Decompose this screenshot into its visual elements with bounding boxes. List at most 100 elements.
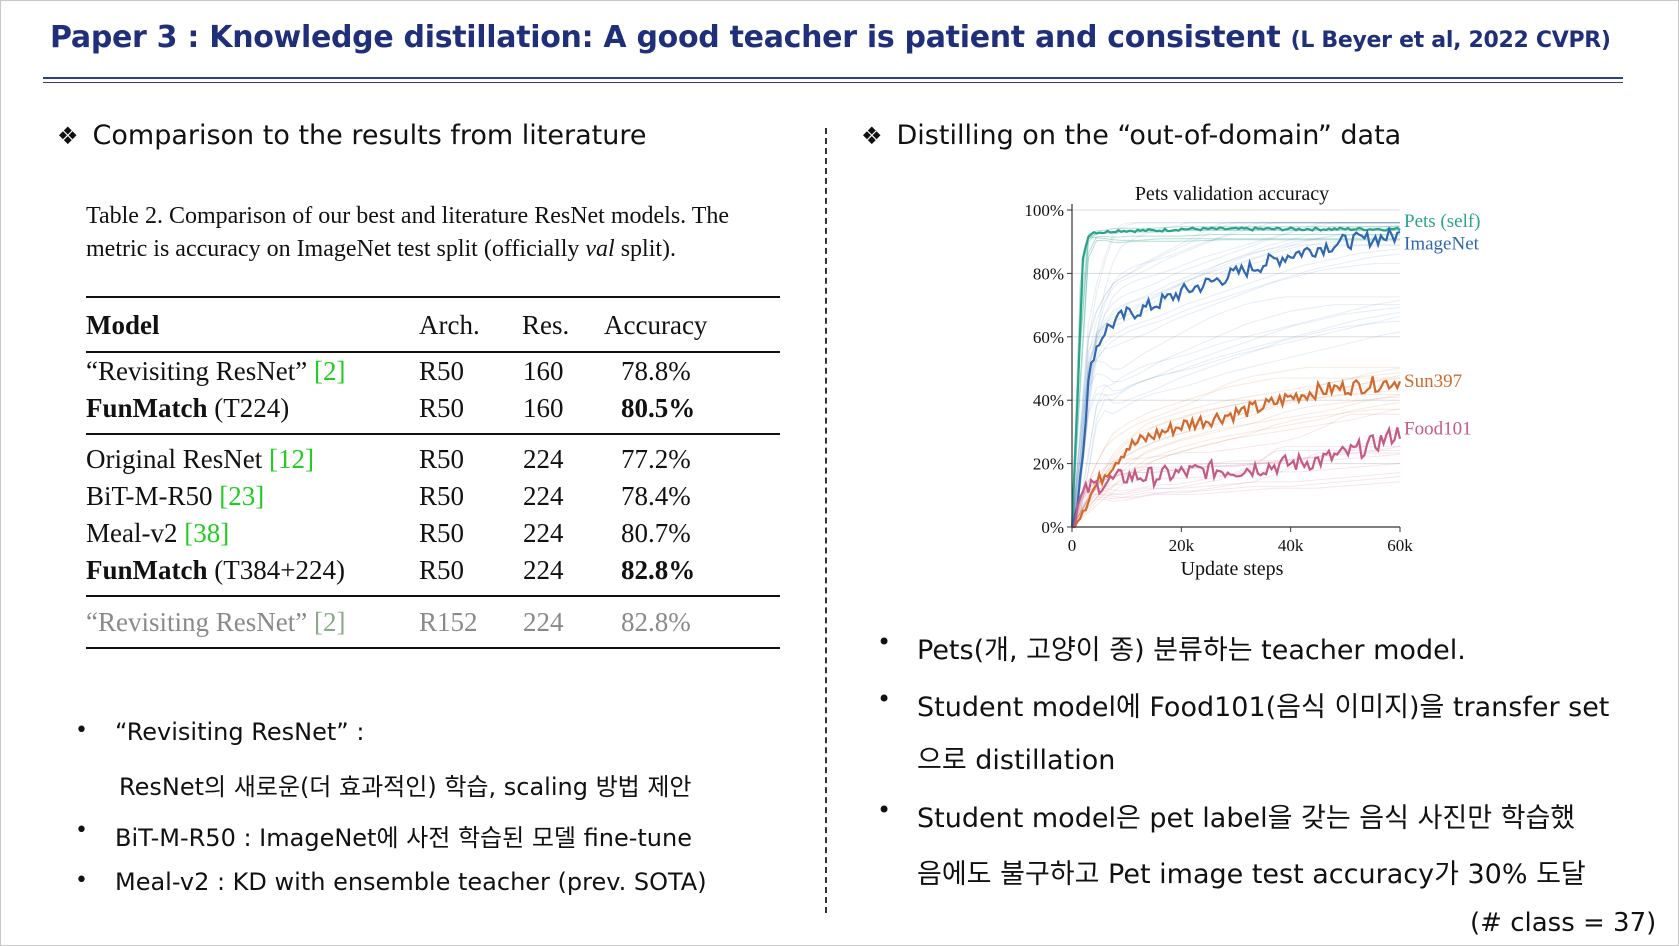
- x-tick-label: 20k: [1169, 536, 1195, 555]
- x-tick-label: 60k: [1387, 536, 1413, 555]
- cell-res: 224: [523, 607, 564, 637]
- slide-title-citation: (L Beyer et al, 2022 CVPR): [1290, 28, 1611, 53]
- header-res: Res.: [522, 310, 570, 340]
- table-header-rule: [86, 351, 780, 353]
- cell-model: FunMatch (T384+224): [86, 555, 345, 586]
- run-line: [1071, 472, 1401, 528]
- x-tick-label: 40k: [1278, 536, 1304, 555]
- table-row: “Revisiting ResNet” [2] R50 160 78.8%: [86, 356, 780, 393]
- series-line: [1072, 376, 1402, 529]
- header-accuracy: Accuracy: [604, 310, 708, 340]
- chart-legend-labels: Pets (self)ImageNet Sun397 Food101: [1404, 211, 1481, 440]
- run-line: [1071, 224, 1401, 528]
- cell-model: BiT-M-R50 [23]: [86, 481, 264, 512]
- right-bullet-3: • Student model은 pet label을 갖는 음식 사진만 학습했: [877, 796, 1576, 835]
- run-line: [1071, 222, 1400, 528]
- bullet-text: 으로 distillation: [917, 745, 1116, 776]
- run-line: [1071, 481, 1401, 528]
- bullet-text: BiT-M-R50 : ImageNet에 사전 학습된 모델 fine-tun…: [115, 824, 692, 852]
- series-line: [1071, 425, 1402, 529]
- citation-link[interactable]: [23]: [219, 481, 265, 511]
- left-bullet-3: • Meal-v2 : KD with ensemble teacher (pre…: [75, 868, 707, 896]
- bullet-text: Student model은 pet label을 갖는 음식 사진만 학습했: [917, 803, 1576, 834]
- run-line: [1071, 222, 1400, 528]
- run-line: [1071, 446, 1400, 528]
- run-line: [1071, 222, 1400, 528]
- bullet-text: Student model에 Food101(음식 이미지)을 transfer…: [917, 692, 1610, 723]
- model-name: “Revisiting ResNet”: [86, 607, 308, 637]
- run-line: [1071, 453, 1401, 528]
- y-tick-label: 60%: [1033, 328, 1064, 347]
- run-line: [1071, 394, 1401, 528]
- cell-res: 224: [523, 481, 564, 511]
- right-bullet-1: • Pets(개, 고양이 종) 분류하는 teacher model.: [877, 628, 1466, 667]
- caption-text: metric is accuracy on ImageNet test spli…: [86, 236, 586, 262]
- run-line: [1071, 234, 1400, 528]
- diamond-bullet-icon: ❖: [57, 122, 79, 150]
- y-tick-label: 80%: [1033, 264, 1064, 283]
- model-name: FunMatch: [86, 393, 208, 423]
- cell-accuracy: 77.2%: [621, 444, 691, 474]
- run-line: [1071, 396, 1400, 528]
- header-arch: Arch.: [419, 310, 480, 340]
- run-line: [1071, 413, 1400, 528]
- citation-link[interactable]: [12]: [268, 444, 314, 474]
- cell-arch: R50: [419, 555, 465, 585]
- table-row: Meal-v2 [38] R50 224 80.7%: [86, 518, 780, 555]
- series-line: [1070, 226, 1401, 528]
- run-line: [1071, 222, 1400, 528]
- run-line: [1071, 445, 1401, 528]
- run-line: [1071, 296, 1400, 528]
- model-name: Original ResNet: [86, 444, 263, 474]
- run-line: [1071, 402, 1401, 528]
- series-label: ImageNet: [1404, 233, 1480, 254]
- title-underline-thick: [43, 77, 1623, 79]
- cell-accuracy: 80.5%: [621, 393, 696, 423]
- y-tick-label: 40%: [1033, 391, 1064, 410]
- left-bullet-1: • “Revisiting ResNet” :: [75, 718, 364, 746]
- cell-res: 160: [523, 393, 564, 423]
- cell-res: 160: [523, 356, 564, 386]
- bullet-dot-icon: •: [75, 868, 88, 893]
- series-label: Pets (self): [1404, 211, 1481, 232]
- table-group-rule: [86, 433, 780, 435]
- cell-accuracy: 80.7%: [621, 518, 691, 548]
- run-line: [1071, 450, 1400, 528]
- run-line: [1071, 263, 1400, 528]
- run-line: [1071, 316, 1401, 528]
- citation-link[interactable]: [2]: [313, 356, 346, 386]
- run-line: [1071, 248, 1401, 528]
- cell-res: 224: [523, 555, 564, 585]
- run-line: [1071, 408, 1400, 528]
- bullet-dot-icon: •: [877, 685, 892, 713]
- model-name: “Revisiting ResNet”: [86, 356, 308, 386]
- cell-res: 224: [523, 518, 564, 548]
- cell-arch: R50: [419, 518, 465, 548]
- run-line: [1071, 245, 1400, 528]
- bullet-text: 음에도 불구하고 Pet image test accuracy가 30% 도달: [917, 859, 1586, 890]
- citation-link[interactable]: [38]: [184, 518, 230, 548]
- caption-line-1: Table 2. Comparison of our best and lite…: [86, 203, 730, 229]
- cell-model: FunMatch (T224): [86, 393, 289, 424]
- run-line: [1071, 372, 1401, 528]
- right-bullet-3-cont: 음에도 불구하고 Pet image test accuracy가 30% 도달: [917, 852, 1586, 891]
- bullet-text: Meal-v2 : KD with ensemble teacher (prev…: [115, 868, 707, 896]
- run-line: [1071, 222, 1400, 528]
- table-row: Original ResNet [12] R50 224 77.2%: [86, 444, 780, 481]
- cell-arch: R50: [419, 356, 465, 386]
- bullet-text: (# class = 37): [1470, 908, 1657, 938]
- left-bullet-1-detail: ResNet의 새로운(더 효과적인) 학습, scaling 방법 제안: [119, 767, 692, 802]
- x-tick-label: 0: [1068, 536, 1077, 555]
- cell-arch: R152: [419, 607, 478, 637]
- table-row: BiT-M-R50 [23] R50 224 78.4%: [86, 481, 780, 518]
- run-line: [1071, 307, 1401, 528]
- citation-link[interactable]: [2]: [313, 607, 346, 637]
- right-bullet-2-cont: 으로 distillation: [917, 738, 1115, 777]
- cell-accuracy: 78.8%: [621, 356, 691, 386]
- slide-title: Paper 3 : Knowledge distillation: A good…: [50, 20, 1611, 55]
- cell-accuracy: 82.8%: [621, 607, 691, 637]
- left-heading-text: Comparison to the results from literatur…: [92, 120, 647, 151]
- left-bullet-2: • BiT-M-R50 : ImageNet에 사전 학습된 모델 fine-tu…: [75, 818, 692, 853]
- chart-title: Pets validation accuracy: [1135, 183, 1329, 205]
- table-bottom-rule: [86, 647, 780, 649]
